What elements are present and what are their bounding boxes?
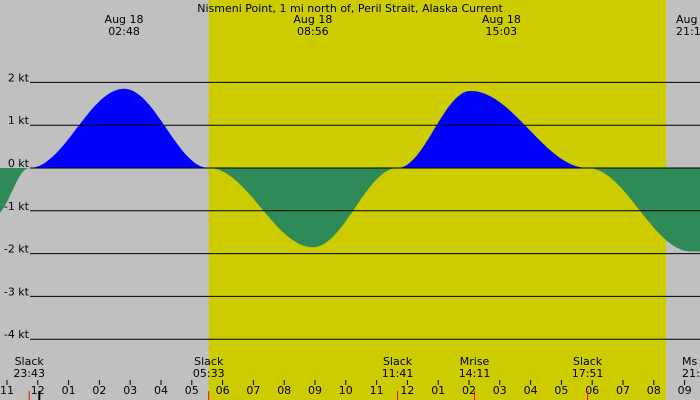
x-tick-label: 08 [647, 384, 661, 397]
y-tick-label: 0 kt [8, 157, 30, 170]
x-tick-label: 05 [185, 384, 199, 397]
event-time-label: 17:51 [572, 367, 604, 380]
ebb-area [587, 168, 700, 252]
x-tick-label: 01 [62, 384, 76, 397]
event-type-label: Slack [194, 355, 224, 368]
y-tick-label: -1 kt [4, 200, 30, 213]
top-date-label: Aug 17 [676, 13, 700, 26]
y-tick-label: 2 kt [8, 71, 30, 84]
top-date-label: Aug 18 [482, 13, 521, 26]
x-tick-label: 03 [493, 384, 507, 397]
top-time-label: 02:48 [108, 25, 140, 38]
top-time-label: 08:56 [297, 25, 329, 38]
y-axis-labels: 2 kt 1 kt 0 kt -1 kt -2 kt -3 kt -4 kt [4, 71, 30, 341]
event-type-label: Ms [682, 355, 697, 368]
x-tick-label: 12 [400, 384, 414, 397]
x-tick-label: 07 [246, 384, 260, 397]
x-tick-label: 02 [462, 384, 476, 397]
event-labels: Slack23:43Slack05:33Slack11:41Mrise14:11… [13, 355, 700, 380]
top-time-label: 15:03 [485, 25, 517, 38]
y-tick-label: -4 kt [4, 328, 30, 341]
x-axis: 11 12 01 02 03 04 05 06 07 08 09 10 11 12 01 02 03 04 05 06… [0, 380, 692, 400]
x-tick-label: 11 [0, 384, 14, 397]
y-tick-label: -2 kt [4, 243, 30, 256]
event-time-label: 14:11 [459, 367, 491, 380]
event-time-label: 11:41 [382, 367, 414, 380]
x-tick-label: 11 [370, 384, 384, 397]
y-tick-label: -3 kt [4, 285, 30, 298]
gridlines [30, 81, 700, 340]
x-tick-label: 04 [524, 384, 538, 397]
x-tick-label: 12 [31, 384, 45, 397]
chart-title: Nismeni Point, 1 mi north of, Peril Stra… [197, 2, 503, 15]
x-tick-label: 06 [585, 384, 599, 397]
event-type-label: Mrise [460, 355, 490, 368]
current-area [0, 88, 700, 252]
event-time-label: 23:43 [13, 367, 45, 380]
x-tick-label: 02 [92, 384, 106, 397]
ebb-area [0, 168, 30, 213]
ebb-area [208, 168, 398, 248]
y-tick-label: 1 kt [8, 114, 30, 127]
x-tick-label: 07 [616, 384, 630, 397]
top-time-label: 21:1 [676, 25, 700, 38]
x-tick-label: 01 [431, 384, 445, 397]
flood-area [29, 88, 209, 168]
event-type-label: Slack [573, 355, 603, 368]
event-time-label: 05:33 [193, 367, 225, 380]
flood-area [397, 91, 588, 168]
event-type-label: Slack [15, 355, 45, 368]
x-tick-label: 09 [678, 384, 692, 397]
x-tick-label: 09 [308, 384, 322, 397]
x-tick-label: 08 [277, 384, 291, 397]
x-tick-label: 05 [554, 384, 568, 397]
top-date-label: Aug 18 [105, 13, 144, 26]
top-date-label: Aug 18 [293, 13, 332, 26]
x-tick-label: 04 [154, 384, 168, 397]
x-tick-label: 03 [123, 384, 137, 397]
event-time-label: 21:1 [682, 367, 700, 380]
event-type-label: Slack [383, 355, 413, 368]
x-tick-label: 10 [339, 384, 353, 397]
x-tick-label: 06 [216, 384, 230, 397]
